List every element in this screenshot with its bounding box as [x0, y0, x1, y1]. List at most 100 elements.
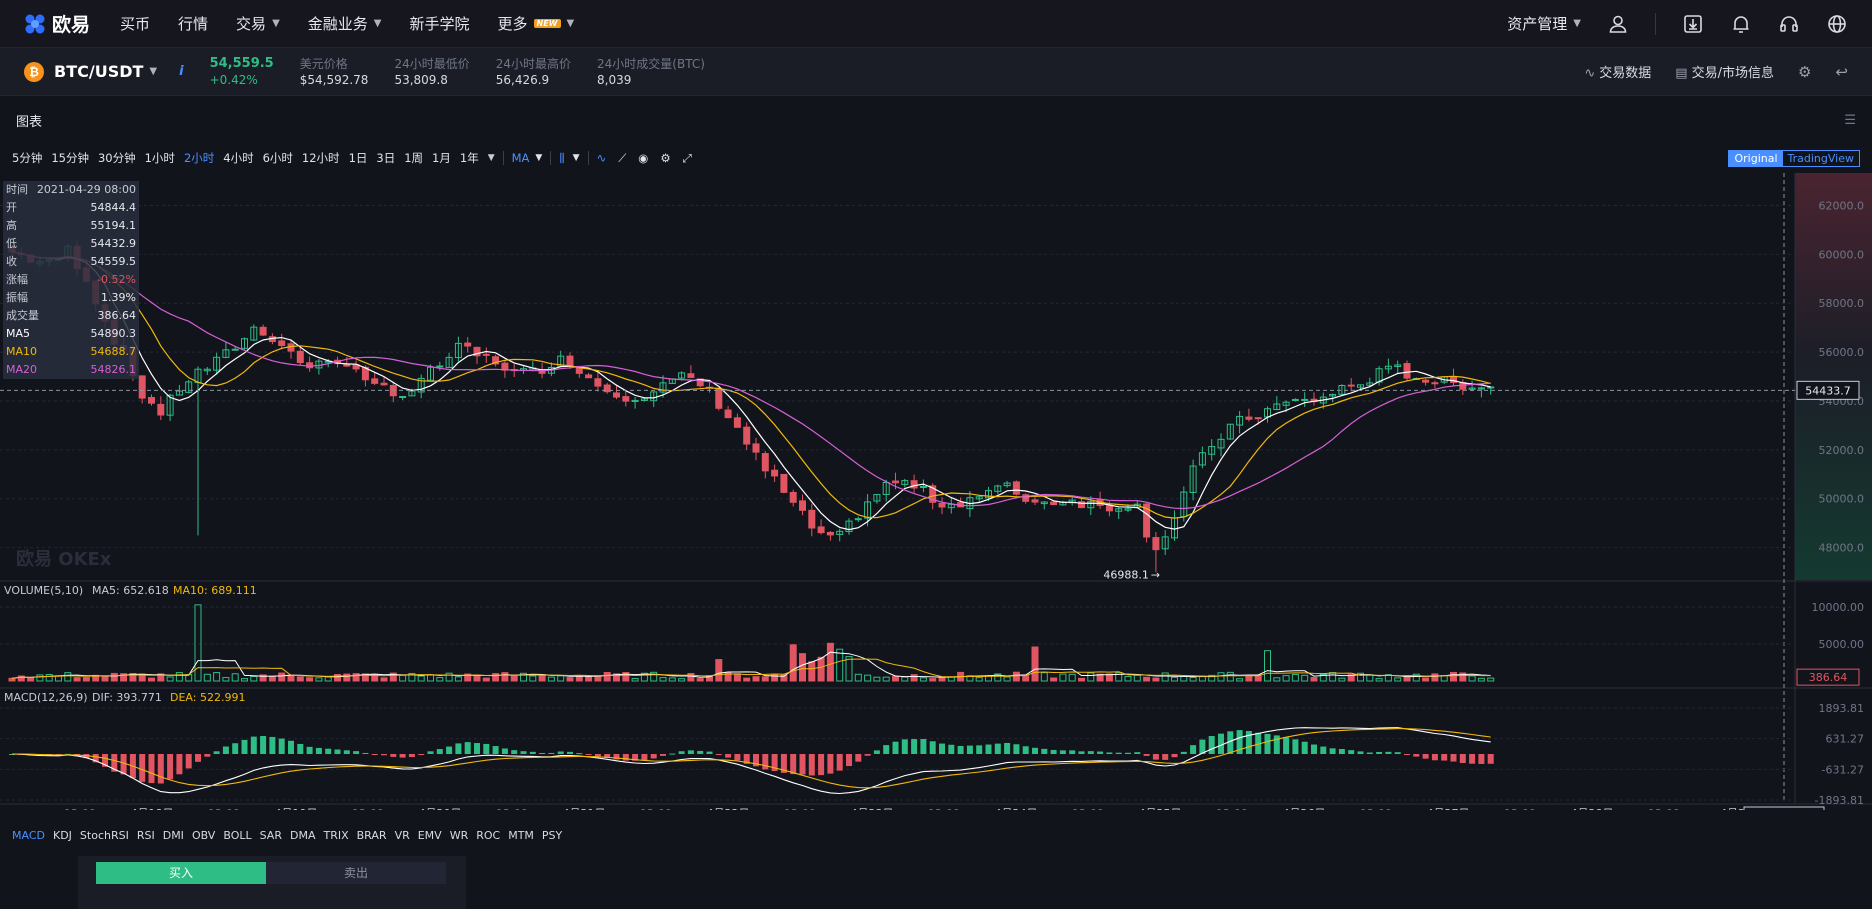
user-icon[interactable] — [1607, 13, 1629, 35]
macd-bar — [204, 754, 211, 757]
indicator-tab-emv[interactable]: EMV — [417, 829, 442, 842]
macd-bar — [232, 743, 239, 754]
timeframe-4[interactable]: 2小时 — [183, 151, 215, 165]
indicator-tab-mtm[interactable]: MTM — [508, 829, 534, 842]
line-tool-icon[interactable]: ∿ — [596, 151, 607, 165]
indicator-select[interactable]: MA — [511, 151, 530, 165]
candle-body — [622, 396, 630, 402]
download-icon[interactable] — [1682, 13, 1704, 35]
settings-icon[interactable]: ⚙ — [1797, 62, 1812, 81]
nav-item-4[interactable]: 新手学院 — [409, 13, 469, 34]
settings-icon[interactable]: ⚙ — [660, 151, 671, 165]
timeframe-10[interactable]: 1周 — [404, 151, 424, 165]
timeframe-9[interactable]: 3日 — [376, 151, 396, 165]
info-value: 54844.4 — [90, 201, 137, 214]
timeframe-12[interactable]: 1年 — [459, 151, 479, 165]
info-icon[interactable]: i — [179, 64, 184, 79]
macd-bar — [948, 744, 955, 754]
timeframe-11[interactable]: 1月 — [432, 151, 451, 165]
tradingview-tab[interactable]: TradingView — [1787, 151, 1854, 165]
nav-item-1[interactable]: 行情 — [178, 13, 208, 34]
globe-icon[interactable] — [1826, 13, 1848, 35]
timeframe-2[interactable]: 30分钟 — [97, 151, 136, 165]
headset-icon[interactable] — [1778, 13, 1800, 35]
info-key: MA20 — [6, 363, 38, 376]
original-tab[interactable]: Original — [1729, 150, 1783, 166]
pair-selector[interactable]: BTC/USDT — [54, 62, 144, 81]
indicator-tab-obv[interactable]: OBV — [191, 829, 216, 842]
candle-body — [250, 326, 258, 341]
camera-icon[interactable]: ◉ — [638, 151, 649, 165]
indicator-tab-brar[interactable]: BRAR — [356, 829, 387, 842]
info-row: MA10 54688.7 — [6, 343, 136, 361]
timeframe-1[interactable]: 15分钟 — [51, 151, 89, 165]
macd-bar — [1032, 747, 1038, 754]
chevron-down-icon[interactable]: ▼ — [535, 153, 543, 163]
stat-label: 24小时最低价 — [394, 56, 470, 71]
indicator-tab-sar[interactable]: SAR — [259, 829, 282, 842]
candle-body — [1487, 386, 1495, 389]
indicator-tab-rsi[interactable]: RSI — [136, 829, 155, 842]
price-chart[interactable]: 62000.060000.058000.056000.054000.052000… — [0, 173, 1872, 810]
chevron-down-icon[interactable]: ▼ — [487, 153, 495, 163]
market-info-link[interactable]: ▤ 交易/市场信息 — [1675, 62, 1774, 81]
macd-bar — [1394, 752, 1401, 754]
indicator-tab-wr[interactable]: WR — [449, 829, 469, 842]
bell-icon[interactable] — [1730, 13, 1752, 35]
chevron-down-icon[interactable]: ▼ — [572, 153, 580, 163]
volume-ma10-line — [11, 658, 1491, 679]
indicator-tab-trix[interactable]: TRIX — [323, 829, 349, 842]
nav-item-0[interactable]: 买币 — [120, 13, 150, 34]
indicator-tab-stochrsi[interactable]: StochRSI — [79, 829, 129, 842]
volume-bar — [241, 678, 248, 682]
asset-menu[interactable]: 资产管理 ▼ — [1507, 13, 1581, 34]
ma10-line — [11, 251, 1491, 519]
candle-body — [1236, 415, 1244, 426]
indicator-tab-kdj[interactable]: KDJ — [52, 829, 72, 842]
indicator-tab-roc[interactable]: ROC — [476, 829, 501, 842]
chart-title: 图表 — [16, 114, 43, 130]
nav-item-5[interactable]: 更多 NEW ▼ — [498, 13, 575, 34]
ruler-icon[interactable]: ⟋ — [618, 150, 627, 165]
candle-type-icon[interactable]: ⫼ — [559, 150, 565, 165]
candle-body — [1198, 452, 1206, 466]
candle-body — [1115, 508, 1123, 512]
volume-bar — [82, 677, 90, 682]
timeframe-6[interactable]: 6小时 — [262, 151, 293, 165]
chart-panel-header: 图表 ☰ — [0, 96, 1872, 144]
fullscreen-icon[interactable]: ⤢ — [682, 150, 692, 165]
current-price-box — [1796, 380, 1860, 400]
indicator-tab-macd[interactable]: MACD — [12, 829, 45, 842]
volume-bar — [780, 674, 788, 682]
sell-tab[interactable]: 卖出 — [343, 866, 368, 880]
volume-bar — [203, 673, 211, 682]
candle-body — [938, 502, 946, 508]
indicator-tab-vr[interactable]: VR — [394, 829, 410, 842]
timeframe-0[interactable]: 5分钟 — [12, 151, 43, 165]
chevron-down-icon[interactable]: ▼ — [149, 66, 158, 77]
volume-bar — [445, 672, 453, 682]
nav-item-2[interactable]: 交易 ▼ — [236, 13, 280, 34]
candle-body — [1161, 536, 1169, 550]
menu-icon[interactable]: ☰ — [1844, 112, 1856, 128]
undo-icon[interactable]: ↩ — [1835, 62, 1848, 81]
timeframe-3[interactable]: 1小时 — [144, 151, 175, 165]
macd-bar — [436, 749, 443, 754]
trade-data-link[interactable]: ∿ 交易数据 — [1584, 62, 1651, 81]
candle-body — [138, 375, 146, 399]
timeframe-7[interactable]: 12小时 — [301, 151, 340, 165]
nav-item-3[interactable]: 金融业务 ▼ — [308, 13, 382, 34]
indicator-tab-dma[interactable]: DMA — [289, 829, 316, 842]
info-value: 54688.7 — [90, 345, 137, 358]
info-value: 54559.5 — [90, 255, 137, 268]
indicator-tab-psy[interactable]: PSY — [541, 829, 563, 842]
timeframe-5[interactable]: 4小时 — [223, 151, 254, 165]
buy-tab[interactable]: 买入 — [96, 862, 266, 884]
candle-body — [231, 348, 239, 351]
price-tick-label: 58000.0 — [1819, 297, 1865, 310]
indicator-tab-dmi[interactable]: DMI — [162, 829, 184, 842]
timeframe-8[interactable]: 1日 — [348, 151, 368, 165]
indicator-tab-boll[interactable]: BOLL — [223, 829, 252, 842]
candle-body — [1431, 382, 1439, 385]
logo[interactable]: 欧易 — [24, 10, 90, 37]
